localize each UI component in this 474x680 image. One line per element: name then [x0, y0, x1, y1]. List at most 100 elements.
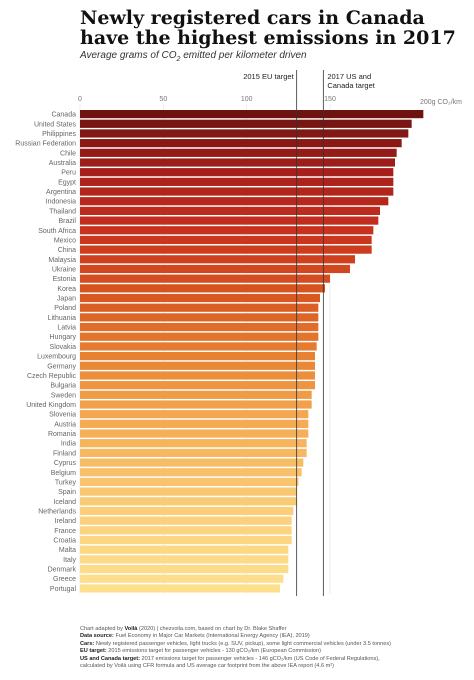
bar-netherlands	[80, 506, 294, 516]
bar-belgium	[80, 468, 302, 477]
category-label: Thailand	[49, 208, 76, 215]
bars	[80, 110, 424, 593]
category-label: Chile	[60, 150, 76, 157]
category-label: South Africa	[38, 228, 76, 235]
bar-italy	[80, 555, 289, 564]
footer-source: Data source: Fuel Economy in Major Car M…	[80, 633, 310, 640]
x-unit-label: 200g CO₂/km	[420, 99, 462, 106]
category-label: Korea	[57, 286, 76, 293]
bar-ukraine	[80, 264, 350, 274]
bar-portugal	[80, 584, 280, 593]
bar-united-kingdom	[80, 400, 312, 409]
category-label: Cyprus	[54, 460, 77, 467]
bar-china	[80, 245, 372, 254]
category-label: Russian Federation	[15, 141, 76, 148]
bar-cyprus	[80, 458, 304, 467]
category-label: Bulgaria	[50, 383, 76, 390]
bar-brazil	[80, 216, 379, 225]
bar-canada	[80, 110, 424, 119]
category-label: Poland	[54, 305, 76, 312]
chart-title: Newly registered cars in Canada have the…	[80, 7, 456, 49]
x-tick-label: 150	[324, 96, 336, 103]
chart-subtitle: Average grams of CO2 emitted per kilomet…	[80, 50, 307, 63]
category-label: Canada	[51, 112, 76, 119]
x-tick-label: 0	[78, 96, 82, 103]
category-label: China	[58, 247, 76, 254]
category-label: Italy	[63, 557, 76, 564]
bar-sweden	[80, 390, 312, 399]
category-label: Luxembourg	[37, 354, 76, 361]
category-label: Peru	[61, 170, 76, 177]
category-label: Austria	[54, 421, 76, 428]
bar-south-africa	[80, 226, 374, 235]
category-label: Spain	[58, 489, 76, 496]
category-label: Iceland	[53, 499, 76, 506]
bar-finland	[80, 448, 307, 457]
bar-malaysia	[80, 255, 355, 264]
category-label: Croatia	[53, 538, 76, 545]
bar-chile	[80, 148, 397, 157]
footer-eu-note: EU target: 2015 emissions target for pas…	[80, 648, 321, 655]
bar-japan	[80, 293, 320, 303]
category-label: Sweden	[51, 392, 76, 399]
bar-greece	[80, 574, 284, 583]
bar-germany	[80, 361, 315, 370]
bar-austria	[80, 419, 309, 428]
category-label: Belgium	[51, 470, 76, 477]
bar-luxembourg	[80, 352, 315, 361]
bar-thailand	[80, 206, 380, 215]
bar-romania	[80, 429, 309, 438]
bar-egypt	[80, 177, 394, 186]
bar-indonesia	[80, 197, 389, 206]
bar-ireland	[80, 516, 292, 525]
category-label: Mexico	[54, 237, 76, 244]
bar-hungary	[80, 332, 319, 341]
category-label: Ukraine	[52, 266, 76, 273]
bar-latvia	[80, 322, 319, 332]
category-label: Germany	[47, 363, 76, 370]
x-axis: 0 50 100 150 200g CO₂/km	[78, 96, 462, 106]
bar-philippines	[80, 129, 409, 138]
bar-slovenia	[80, 410, 309, 419]
category-label: Netherlands	[38, 508, 76, 515]
category-label: Portugal	[50, 586, 77, 593]
category-label: Latvia	[57, 325, 76, 332]
reference-line-label: 2017 US and	[327, 72, 371, 81]
bar-poland	[80, 303, 319, 312]
category-labels: Canada United States Philippines Russian Fe…	[15, 112, 76, 593]
category-label: Ireland	[55, 518, 77, 525]
bar-turkey	[80, 477, 299, 487]
chart-footer: Chart adapted by Voilà (2020) | chezvoil…	[80, 626, 470, 670]
category-label: Argentina	[46, 189, 76, 196]
x-tick-label: 100	[241, 96, 253, 103]
category-label: Egypt	[58, 179, 76, 186]
category-label: Greece	[53, 576, 76, 583]
bar-estonia	[80, 274, 330, 283]
category-label: Lithuania	[48, 315, 77, 322]
bar-india	[80, 439, 307, 448]
category-label: Indonesia	[46, 199, 76, 206]
footer-method-note: calculated by Voilà using CFR formula an…	[80, 663, 335, 670]
bar-denmark	[80, 564, 289, 574]
category-label: Malaysia	[48, 257, 76, 264]
category-label: India	[61, 441, 76, 448]
bar-russian-federation	[80, 139, 402, 148]
category-label: Slovenia	[49, 412, 76, 419]
bar-peru	[80, 168, 394, 177]
category-label: Czech Republic	[27, 373, 77, 380]
category-label: Brazil	[58, 218, 76, 225]
category-label: Australia	[49, 160, 76, 167]
footer-cars-note: Cars: Newly registered passenger vehicle…	[80, 640, 392, 647]
category-label: United States	[34, 121, 77, 128]
bar-france	[80, 526, 292, 535]
footer-credit: Chart adapted by Voilà (2020) | chezvoil…	[80, 626, 287, 632]
category-label: United Kingdom	[26, 402, 76, 409]
category-label: Romania	[48, 431, 76, 438]
bar-spain	[80, 487, 297, 496]
bar-croatia	[80, 535, 292, 545]
bar-lithuania	[80, 313, 319, 322]
reference-line-label: Canada target	[327, 81, 375, 90]
footer-us-note: US and Canada target: 2017 emissions tar…	[80, 655, 380, 662]
